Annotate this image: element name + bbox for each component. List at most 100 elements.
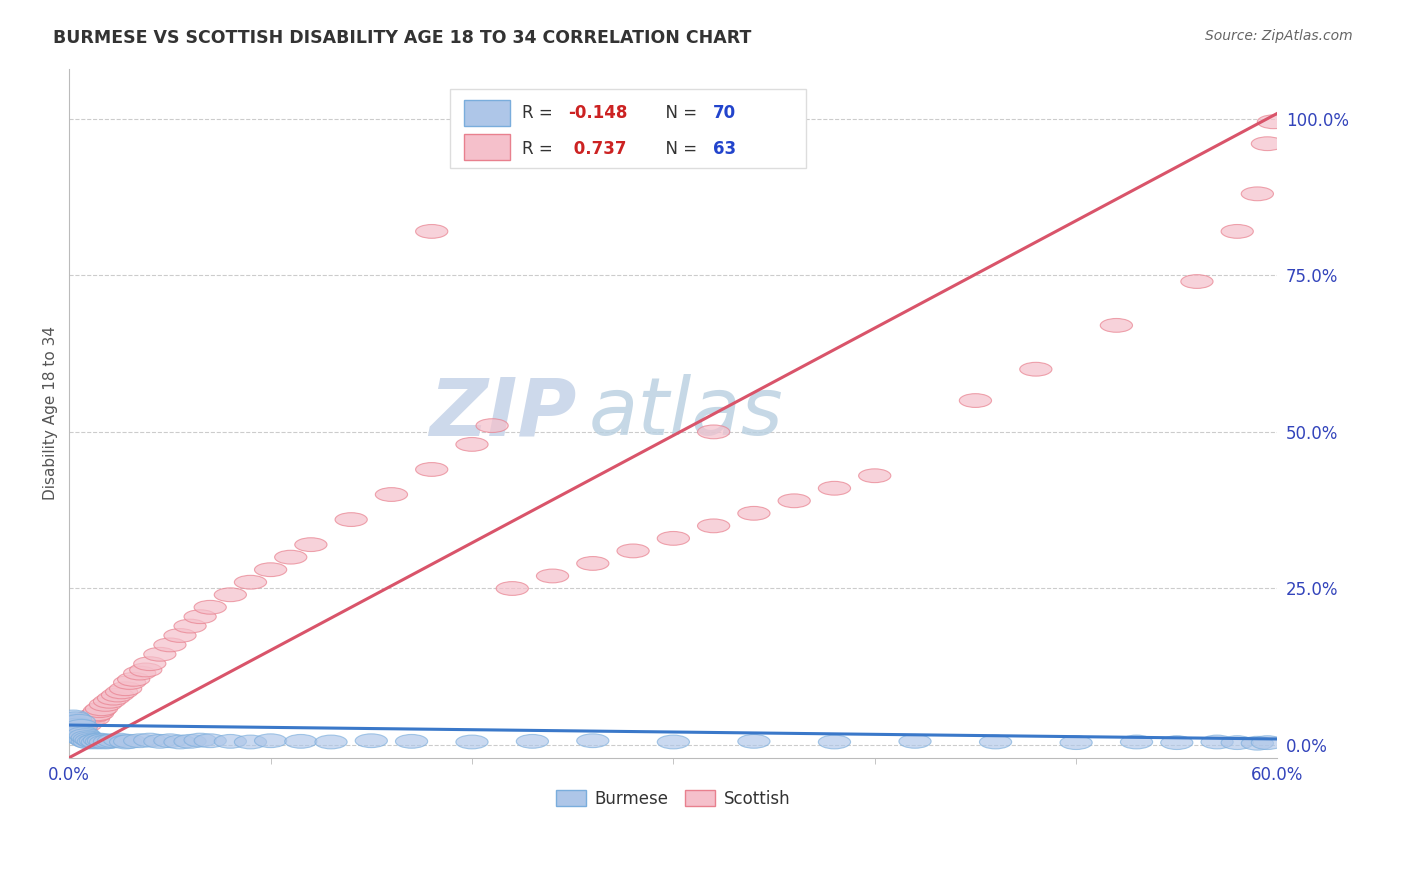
Ellipse shape (315, 735, 347, 749)
Ellipse shape (104, 733, 136, 747)
Ellipse shape (76, 733, 107, 747)
Ellipse shape (65, 720, 97, 733)
Text: Source: ZipAtlas.com: Source: ZipAtlas.com (1205, 29, 1353, 43)
Ellipse shape (1251, 736, 1284, 749)
Ellipse shape (174, 734, 207, 748)
Legend: Burmese, Scottish: Burmese, Scottish (550, 783, 797, 814)
Ellipse shape (59, 721, 91, 734)
Ellipse shape (516, 734, 548, 748)
Ellipse shape (959, 393, 991, 408)
Ellipse shape (90, 698, 121, 711)
Ellipse shape (77, 712, 110, 726)
Ellipse shape (65, 721, 97, 734)
Ellipse shape (496, 582, 529, 595)
Ellipse shape (114, 734, 146, 748)
Ellipse shape (90, 735, 121, 749)
Ellipse shape (143, 734, 176, 748)
Ellipse shape (101, 688, 134, 702)
Ellipse shape (859, 469, 891, 483)
Ellipse shape (416, 225, 449, 238)
Ellipse shape (110, 735, 142, 749)
Ellipse shape (58, 710, 90, 723)
Ellipse shape (657, 532, 689, 545)
Ellipse shape (980, 735, 1012, 749)
Ellipse shape (1019, 362, 1052, 376)
Ellipse shape (58, 727, 90, 740)
Ellipse shape (129, 663, 162, 677)
Ellipse shape (67, 732, 100, 746)
Ellipse shape (738, 734, 770, 748)
Ellipse shape (576, 557, 609, 570)
Ellipse shape (143, 648, 176, 661)
Ellipse shape (416, 463, 449, 476)
Ellipse shape (59, 712, 91, 726)
FancyBboxPatch shape (450, 89, 806, 169)
Ellipse shape (97, 691, 129, 705)
Ellipse shape (153, 638, 186, 652)
Text: ZIP: ZIP (429, 374, 576, 452)
Ellipse shape (59, 716, 91, 730)
Ellipse shape (174, 619, 207, 633)
Ellipse shape (818, 735, 851, 749)
Ellipse shape (69, 718, 101, 732)
Ellipse shape (87, 734, 120, 747)
Ellipse shape (86, 702, 118, 715)
Ellipse shape (697, 519, 730, 533)
Ellipse shape (55, 716, 87, 730)
Ellipse shape (93, 734, 125, 748)
Ellipse shape (79, 708, 111, 722)
Ellipse shape (697, 425, 730, 439)
Ellipse shape (1201, 735, 1233, 749)
Y-axis label: Disability Age 18 to 34: Disability Age 18 to 34 (44, 326, 58, 500)
Ellipse shape (165, 735, 195, 749)
Ellipse shape (284, 734, 316, 748)
Bar (464, 134, 510, 161)
Ellipse shape (124, 666, 156, 680)
Ellipse shape (1101, 318, 1132, 332)
Text: 0.737: 0.737 (568, 140, 627, 158)
Ellipse shape (818, 482, 851, 495)
Ellipse shape (477, 418, 508, 433)
Ellipse shape (73, 714, 105, 727)
Ellipse shape (86, 734, 118, 748)
Ellipse shape (235, 575, 267, 589)
Ellipse shape (165, 629, 195, 642)
Ellipse shape (194, 734, 226, 747)
Ellipse shape (59, 726, 91, 739)
Ellipse shape (134, 657, 166, 671)
Ellipse shape (898, 734, 931, 748)
Ellipse shape (738, 507, 770, 520)
Ellipse shape (73, 732, 105, 746)
Text: 63: 63 (713, 140, 737, 158)
Ellipse shape (97, 734, 129, 747)
Ellipse shape (69, 729, 101, 743)
Ellipse shape (65, 726, 97, 739)
Ellipse shape (82, 706, 114, 721)
Ellipse shape (93, 694, 125, 708)
Ellipse shape (72, 731, 104, 745)
Ellipse shape (134, 733, 166, 747)
Ellipse shape (778, 494, 810, 508)
Ellipse shape (576, 734, 609, 747)
Ellipse shape (214, 734, 246, 748)
Ellipse shape (63, 720, 96, 733)
Ellipse shape (153, 734, 186, 747)
Ellipse shape (110, 681, 142, 696)
Ellipse shape (65, 731, 97, 745)
Ellipse shape (83, 704, 115, 717)
Text: N =: N = (655, 103, 703, 121)
Ellipse shape (537, 569, 568, 582)
Ellipse shape (254, 734, 287, 747)
Ellipse shape (254, 563, 287, 576)
Bar (464, 100, 510, 126)
Text: BURMESE VS SCOTTISH DISABILITY AGE 18 TO 34 CORRELATION CHART: BURMESE VS SCOTTISH DISABILITY AGE 18 TO… (53, 29, 752, 46)
Ellipse shape (58, 723, 90, 736)
Ellipse shape (63, 724, 96, 739)
Ellipse shape (72, 714, 104, 728)
Text: R =: R = (522, 140, 558, 158)
Ellipse shape (55, 714, 87, 727)
Ellipse shape (59, 724, 91, 739)
Ellipse shape (456, 735, 488, 749)
Ellipse shape (62, 723, 93, 736)
Ellipse shape (1257, 115, 1289, 128)
